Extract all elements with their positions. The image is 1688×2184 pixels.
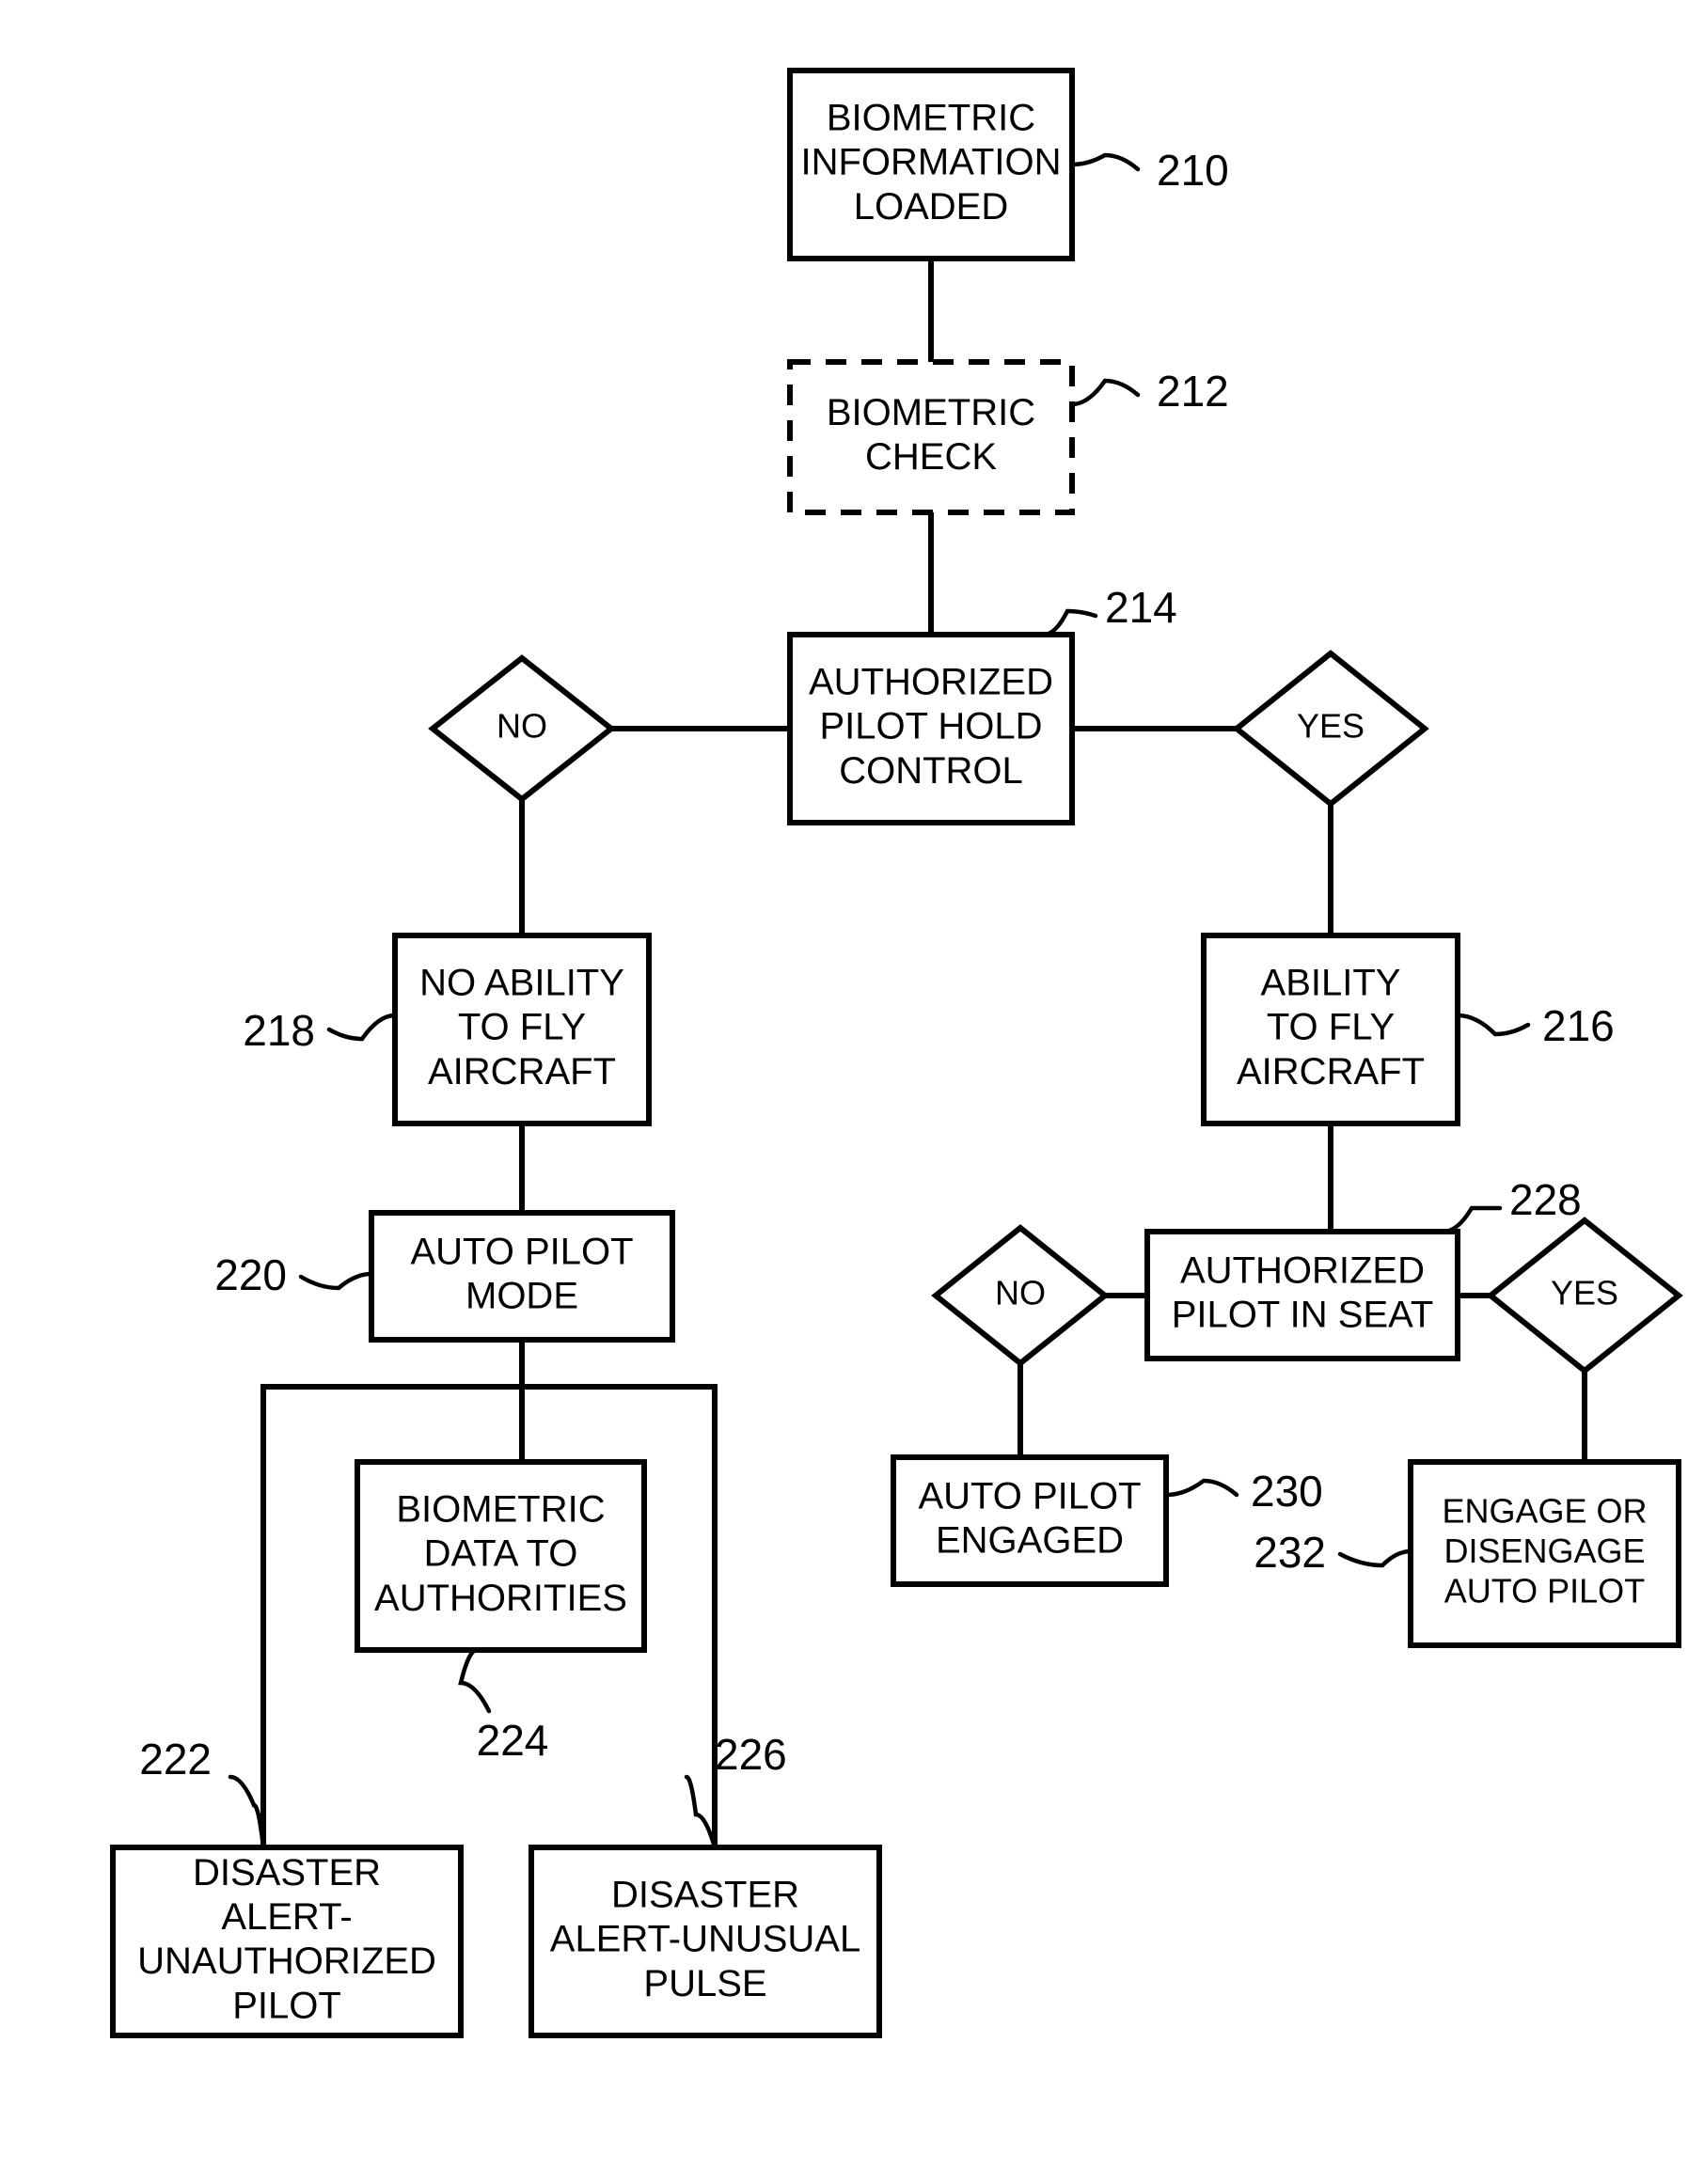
- ref-226: 226: [715, 1730, 787, 1779]
- ref-leader-226: [686, 1777, 715, 1847]
- svg-text:ENGAGE OR: ENGAGE OR: [1442, 1492, 1647, 1531]
- svg-text:UNAUTHORIZED: UNAUTHORIZED: [137, 1940, 436, 1982]
- ref-220: 220: [214, 1250, 287, 1299]
- svg-text:ENGAGED: ENGAGED: [936, 1520, 1124, 1562]
- svg-text:NO: NO: [497, 707, 547, 746]
- svg-text:DATA TO: DATA TO: [424, 1533, 578, 1575]
- svg-text:PILOT: PILOT: [232, 1985, 341, 2026]
- svg-text:INFORMATION: INFORMATION: [800, 142, 1061, 183]
- svg-text:CONTROL: CONTROL: [839, 750, 1023, 792]
- ref-leader-230: [1166, 1481, 1237, 1495]
- svg-text:TO FLY: TO FLY: [1267, 1007, 1395, 1048]
- ref-leader-228: [1443, 1208, 1500, 1232]
- ref-228: 228: [1509, 1175, 1582, 1224]
- ref-leader-214: [1044, 611, 1096, 635]
- svg-text:YES: YES: [1297, 707, 1365, 746]
- svg-text:YES: YES: [1551, 1274, 1618, 1312]
- svg-text:CHECK: CHECK: [865, 436, 997, 478]
- ref-230: 230: [1251, 1467, 1323, 1516]
- svg-text:DISASTER: DISASTER: [193, 1852, 381, 1893]
- svg-text:AUTO PILOT: AUTO PILOT: [1444, 1571, 1645, 1610]
- ref-leader-210: [1072, 155, 1138, 169]
- svg-text:BIOMETRIC: BIOMETRIC: [827, 392, 1035, 433]
- svg-text:AIRCRAFT: AIRCRAFT: [428, 1051, 616, 1092]
- ref-224: 224: [477, 1716, 549, 1765]
- svg-text:PULSE: PULSE: [643, 1963, 766, 2004]
- ref-218: 218: [243, 1006, 315, 1055]
- svg-text:LOADED: LOADED: [854, 186, 1009, 228]
- ref-leader-220: [301, 1274, 371, 1288]
- svg-text:ALERT-: ALERT-: [221, 1896, 352, 1938]
- nodes: [113, 71, 1679, 2035]
- ref-leader-232: [1340, 1551, 1411, 1565]
- ref-leader-216: [1458, 1015, 1528, 1034]
- svg-text:NO ABILITY: NO ABILITY: [419, 962, 624, 1003]
- svg-text:AUTHORITIES: AUTHORITIES: [374, 1578, 627, 1619]
- svg-text:AUTO PILOT: AUTO PILOT: [918, 1475, 1141, 1516]
- ref-leader-222: [230, 1777, 263, 1847]
- ref-214: 214: [1105, 583, 1177, 632]
- svg-text:TO FLY: TO FLY: [458, 1007, 586, 1048]
- svg-text:AUTO PILOT: AUTO PILOT: [410, 1231, 633, 1272]
- ref-222: 222: [139, 1735, 212, 1783]
- svg-text:AUTHORIZED: AUTHORIZED: [1180, 1249, 1425, 1291]
- svg-text:MODE: MODE: [465, 1276, 578, 1317]
- svg-text:ALERT-UNUSUAL: ALERT-UNUSUAL: [550, 1919, 860, 1960]
- svg-text:AUTHORIZED: AUTHORIZED: [809, 661, 1053, 702]
- ref-210: 210: [1157, 146, 1229, 195]
- svg-text:PILOT HOLD: PILOT HOLD: [819, 706, 1042, 747]
- svg-text:AIRCRAFT: AIRCRAFT: [1237, 1051, 1425, 1092]
- svg-text:DISENGAGE: DISENGAGE: [1443, 1532, 1645, 1570]
- svg-text:BIOMETRIC: BIOMETRIC: [827, 97, 1035, 138]
- svg-text:PILOT IN SEAT: PILOT IN SEAT: [1172, 1295, 1434, 1336]
- ref-212: 212: [1157, 367, 1229, 416]
- svg-text:DISASTER: DISASTER: [611, 1874, 799, 1915]
- ref-232: 232: [1254, 1528, 1326, 1577]
- ref-216: 216: [1542, 1001, 1615, 1050]
- ref-leader-212: [1072, 381, 1138, 404]
- ref-leader-218: [329, 1015, 395, 1039]
- svg-text:ABILITY: ABILITY: [1261, 962, 1401, 1003]
- ref-leader-224: [461, 1650, 489, 1711]
- svg-text:NO: NO: [995, 1274, 1046, 1312]
- svg-text:BIOMETRIC: BIOMETRIC: [396, 1488, 605, 1530]
